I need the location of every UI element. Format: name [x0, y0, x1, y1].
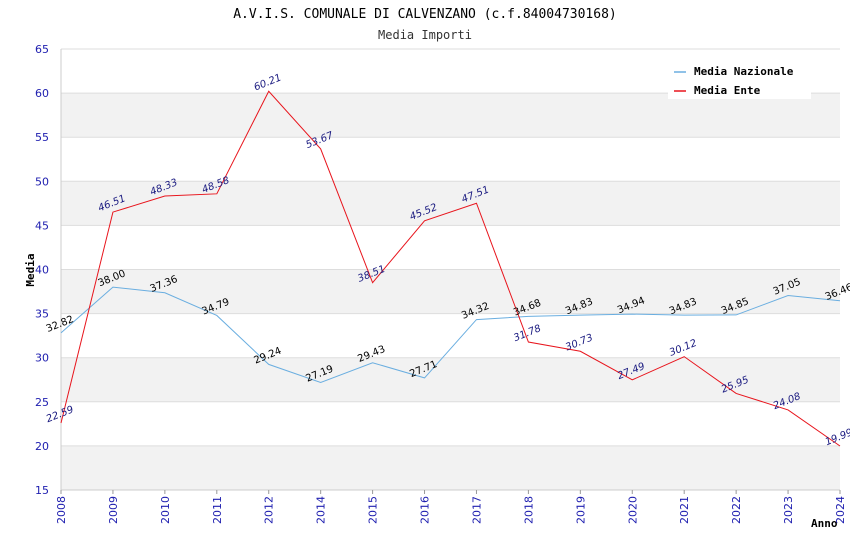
x-axis-label: Anno — [811, 517, 838, 530]
y-tick-label: 35 — [35, 308, 49, 321]
x-tick-label: 2017 — [470, 496, 483, 524]
band — [61, 269, 840, 314]
data-label-ente: 30.12 — [668, 338, 699, 359]
x-tick-label: 2011 — [211, 496, 224, 524]
axes — [60, 49, 840, 491]
y-tick-label: 40 — [35, 264, 49, 277]
y-tick-label: 20 — [35, 440, 49, 453]
x-tick-label: 2010 — [159, 496, 172, 524]
y-tick-label: 50 — [35, 175, 49, 188]
chart-subtitle: Media Importi — [378, 28, 472, 42]
series-lines — [60, 90, 841, 447]
data-label-ente: 31.78 — [512, 323, 543, 344]
x-tick-label: 2022 — [730, 496, 743, 524]
series-line-nazionale — [60, 286, 841, 384]
x-tick-label: 2020 — [626, 496, 639, 524]
legend-label-ente: Media Ente — [694, 84, 761, 97]
x-tick-label: 2008 — [55, 496, 68, 524]
y-tick-label: 15 — [35, 484, 49, 497]
legend: Media Nazionale Media Ente — [668, 59, 811, 99]
y-tick-label: 30 — [35, 352, 49, 365]
data-label-ente: 60.21 — [252, 72, 283, 93]
data-label-ente: 19.99 — [824, 427, 850, 448]
y-tick-label: 65 — [35, 43, 49, 56]
x-tick-label: 2019 — [574, 496, 587, 524]
legend-box — [668, 59, 811, 99]
data-label-ente: 30.73 — [564, 332, 595, 353]
series-line-ente — [60, 90, 841, 447]
y-tick-label: 45 — [35, 219, 49, 232]
x-tick-label: 2023 — [782, 496, 795, 524]
band — [61, 181, 840, 226]
gridlines — [61, 48, 840, 491]
x-tick-label: 2021 — [678, 496, 691, 524]
data-label-nazionale: 32.82 — [45, 314, 76, 335]
x-tick-labels: 2008 2009 2010 2011 2012 2014 2015 2016 2017 2018… — [55, 490, 847, 524]
x-tick-label: 2018 — [522, 496, 535, 524]
legend-label-nazionale: Media Nazionale — [694, 65, 794, 78]
band — [61, 357, 840, 402]
x-tick-label: 2024 — [834, 496, 847, 524]
band — [61, 445, 840, 490]
x-tick-label: 2015 — [367, 496, 380, 524]
background-bands — [61, 93, 840, 490]
y-tick-label: 55 — [35, 131, 49, 144]
y-tick-label: 60 — [35, 87, 49, 100]
y-axis-label: Media — [24, 253, 37, 286]
chart-title: A.V.I.S. COMUNALE DI CALVENZANO (c.f.840… — [233, 7, 617, 22]
y-tick-label: 25 — [35, 396, 49, 409]
y-tick-labels: 15 20 25 30 35 40 45 50 55 60 65 — [35, 43, 49, 497]
band — [61, 93, 840, 138]
x-tick-label: 2009 — [107, 496, 120, 524]
x-tick-label: 2014 — [315, 496, 328, 524]
x-tick-label: 2016 — [419, 496, 432, 524]
data-label-ente: 22.59 — [45, 404, 76, 425]
x-tick-label: 2012 — [263, 496, 276, 524]
